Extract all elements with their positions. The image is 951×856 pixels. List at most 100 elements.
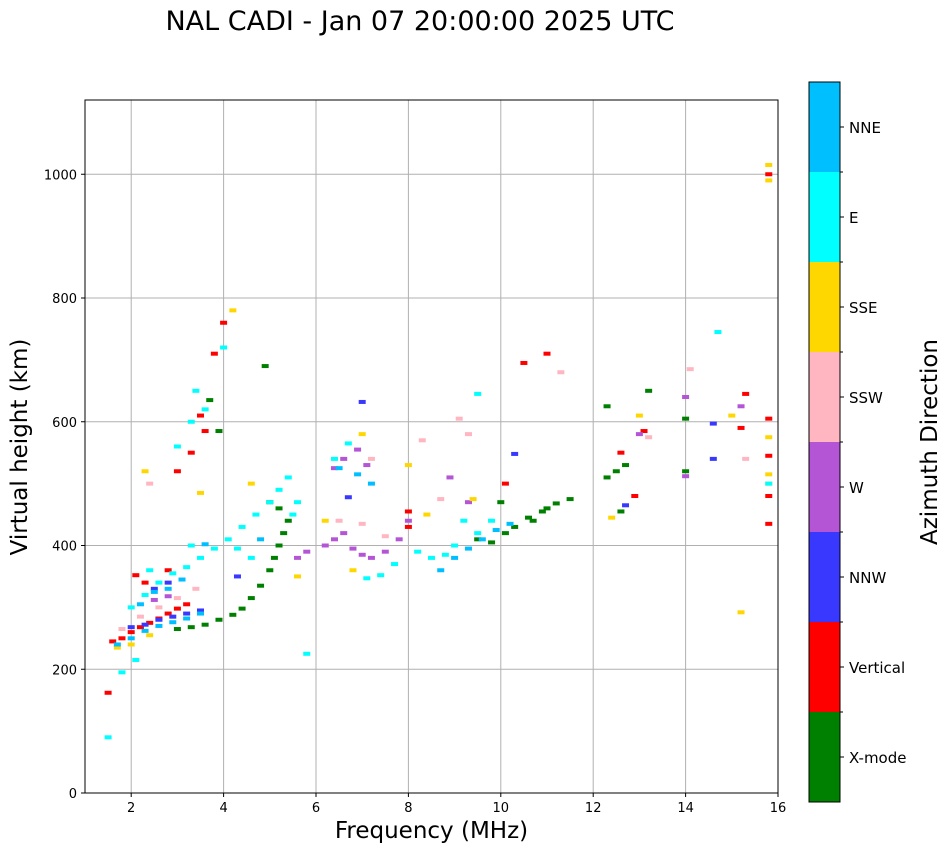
point-nne xyxy=(354,472,362,477)
point-sse xyxy=(765,162,773,167)
point-vertical xyxy=(765,416,773,421)
point-w xyxy=(354,447,362,452)
point-x-mode xyxy=(215,617,223,622)
point-sse xyxy=(765,435,773,440)
point-sse xyxy=(635,413,643,418)
point-ssw xyxy=(464,432,472,437)
point-nne xyxy=(127,636,135,641)
point-e xyxy=(284,475,292,480)
point-sse xyxy=(737,610,745,615)
point-e xyxy=(247,555,255,560)
point-x-mode xyxy=(261,364,269,369)
point-sse xyxy=(141,469,149,474)
point-sse xyxy=(469,497,477,502)
point-x-mode xyxy=(275,543,283,548)
point-w xyxy=(164,594,172,599)
point-nnw xyxy=(197,608,204,613)
point-ssw xyxy=(367,456,375,461)
point-nnw xyxy=(164,580,172,585)
point-x-mode xyxy=(238,606,246,611)
point-ssw xyxy=(437,497,445,502)
point-e xyxy=(141,593,149,597)
point-nne xyxy=(437,568,445,573)
point-ssw xyxy=(155,605,163,610)
point-w xyxy=(330,466,338,471)
x-tick-label: 6 xyxy=(312,801,320,816)
point-vertical xyxy=(520,360,528,365)
point-sse xyxy=(423,512,431,517)
colorbar-tick-label: NNE xyxy=(849,119,881,137)
point-x-mode xyxy=(538,509,546,514)
point-nnw xyxy=(127,625,135,630)
point-e xyxy=(765,481,773,486)
y-tick-label: 800 xyxy=(52,292,77,307)
point-vertical xyxy=(173,469,181,474)
point-nne xyxy=(155,623,163,628)
point-nnw xyxy=(155,617,163,622)
point-e xyxy=(451,543,459,548)
point-vertical xyxy=(132,573,140,578)
x-axis-label: Frequency (MHz) xyxy=(334,818,529,844)
y-tick-label: 400 xyxy=(52,540,77,555)
point-ssw xyxy=(381,534,389,539)
point-sse xyxy=(321,518,329,523)
point-w xyxy=(682,395,690,399)
point-w xyxy=(358,552,366,557)
point-nne xyxy=(150,589,158,594)
point-ssw xyxy=(455,416,463,421)
colorbar-segment xyxy=(809,622,840,712)
point-sse xyxy=(608,515,616,520)
point-vertical xyxy=(742,391,750,396)
point-vertical xyxy=(737,425,745,430)
point-nnw xyxy=(709,456,717,461)
point-e xyxy=(220,345,228,350)
point-e xyxy=(391,562,399,567)
point-e xyxy=(414,549,422,554)
colorbar-tick-label: SSW xyxy=(849,389,883,407)
point-e xyxy=(474,391,482,396)
point-x-mode xyxy=(206,398,214,403)
point-e xyxy=(294,500,302,505)
point-x-mode xyxy=(284,518,292,523)
x-tick-label: 16 xyxy=(770,801,787,816)
x-tick-label: 2 xyxy=(127,801,135,816)
colorbar-segment xyxy=(809,712,840,802)
point-ssw xyxy=(173,596,181,601)
x-tick-label: 4 xyxy=(219,801,227,816)
point-ssw xyxy=(146,481,154,486)
point-vertical xyxy=(543,351,551,356)
point-e xyxy=(104,735,112,740)
point-nnw xyxy=(150,586,158,591)
point-vertical xyxy=(197,413,204,418)
point-sse xyxy=(358,432,366,437)
grid-lines xyxy=(85,100,779,794)
point-x-mode xyxy=(497,500,505,505)
point-x-mode xyxy=(682,416,690,421)
point-x-mode xyxy=(603,404,611,409)
point-x-mode xyxy=(173,627,181,632)
point-ssw xyxy=(742,456,750,461)
point-w xyxy=(464,500,472,505)
point-x-mode xyxy=(612,469,620,474)
point-vertical xyxy=(127,630,135,635)
point-w xyxy=(395,537,403,542)
point-ssw xyxy=(136,614,144,619)
point-e xyxy=(266,500,274,505)
point-sse xyxy=(404,463,412,468)
point-vertical xyxy=(104,690,112,695)
point-x-mode xyxy=(622,463,630,468)
point-nne xyxy=(141,628,149,633)
point-e xyxy=(474,531,482,536)
point-x-mode xyxy=(270,555,278,560)
point-nne xyxy=(136,602,144,607)
y-axis-label: Virtual height (km) xyxy=(7,338,33,556)
colorbar-tick-label: W xyxy=(849,479,864,497)
point-e xyxy=(192,388,200,393)
x-tick-label: 10 xyxy=(493,801,510,816)
point-e xyxy=(224,537,232,542)
point-nne xyxy=(492,528,500,533)
y-tick-label: 200 xyxy=(52,663,77,678)
point-ssw xyxy=(335,518,343,523)
point-sse xyxy=(765,178,773,183)
